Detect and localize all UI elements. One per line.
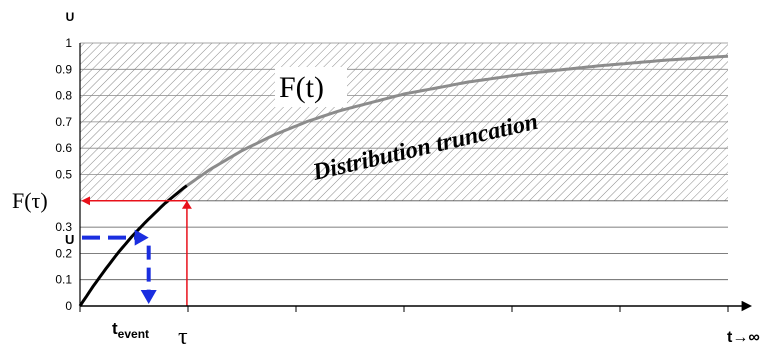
y-tick-label: 0.8 xyxy=(55,89,72,103)
y-tick-label: 0.9 xyxy=(55,62,72,76)
u-label: U xyxy=(65,232,74,247)
cdf-curve-truncated xyxy=(186,54,729,187)
y-tick-label: 0.2 xyxy=(55,246,72,260)
x-tick-marks xyxy=(79,306,729,312)
t-event-vertical-arrowhead xyxy=(140,290,157,304)
y-tick-label: 0.6 xyxy=(55,141,72,155)
y-axis-label: U xyxy=(66,10,75,24)
f-tau-label: F(τ) xyxy=(12,188,48,213)
f-t-label-background xyxy=(275,67,347,107)
t-event-label: tevent xyxy=(112,319,149,341)
y-tick-labels: 0 0.1 0.2 0.3 0.5 0.6 0.7 0.8 0.9 1 xyxy=(55,36,72,313)
y-tick-label: 0.1 xyxy=(55,273,72,287)
cdf-curve-below-truncation xyxy=(78,184,188,307)
tau-point-marker xyxy=(181,200,192,209)
y-tick-label: 0.5 xyxy=(55,168,72,182)
gridlines xyxy=(80,42,728,281)
y-tick-label: 0 xyxy=(65,299,72,313)
u-horizontal-arrowhead xyxy=(134,229,149,246)
x-axis-label: t→∞ xyxy=(727,329,760,346)
y-tick-label: 0.7 xyxy=(55,115,72,129)
tau-label: τ xyxy=(178,324,188,347)
y-tick-label: 1 xyxy=(65,36,72,50)
f-t-label: F(t) xyxy=(279,71,324,104)
f-tau-label-background xyxy=(8,186,78,214)
y-tick-label: 0.3 xyxy=(55,220,72,234)
